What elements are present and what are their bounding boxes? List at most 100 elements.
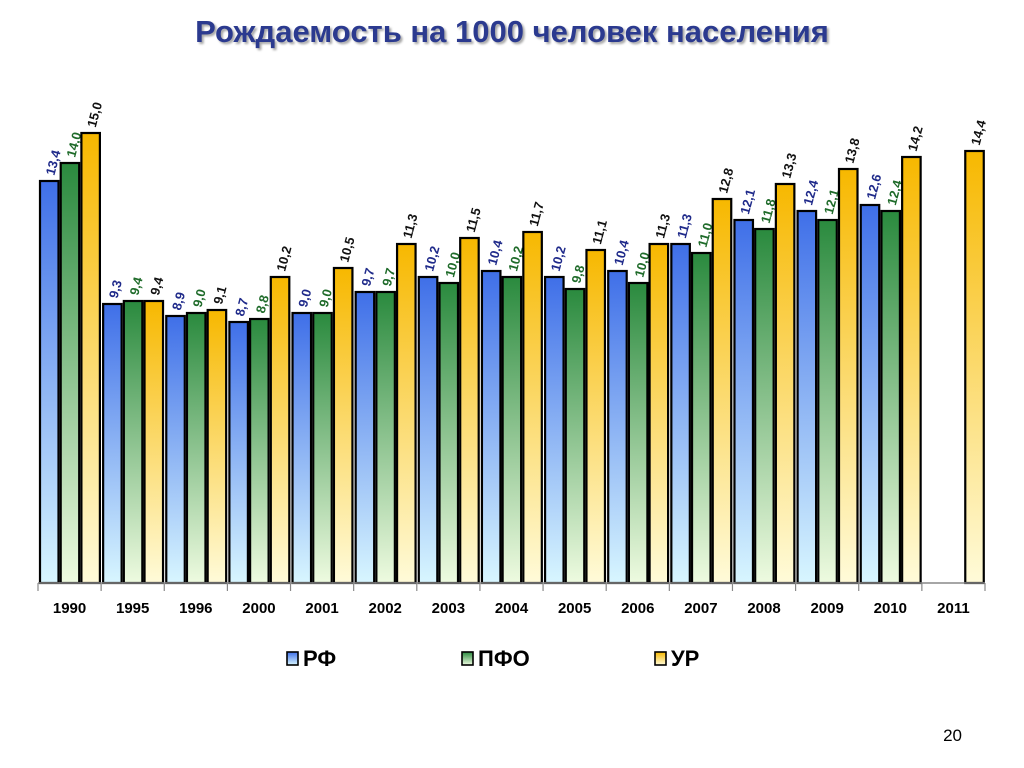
- x-tick-label-1996: 1996: [179, 600, 212, 617]
- legend: РФ ПФО УР: [286, 646, 699, 671]
- bar-ПФО-2001: [312, 311, 333, 585]
- data-label-УР-2003: 11,5: [463, 206, 484, 234]
- x-tick-label-2008: 2008: [747, 600, 780, 617]
- bar-ПФО-2004: [501, 275, 523, 585]
- x-tick-label-2009: 2009: [810, 600, 843, 617]
- data-label-ПФО-2005: 9,8: [568, 263, 587, 284]
- data-label-РФ-2006: 10,4: [611, 238, 632, 267]
- bar-УР-2003: [459, 236, 480, 585]
- data-label-ПФО-2000: 8,8: [253, 293, 272, 314]
- data-label-ПФО-2008: 11,8: [758, 197, 779, 225]
- bar-РФ-2003: [417, 275, 439, 585]
- data-label-РФ-1995: 9,3: [106, 278, 125, 299]
- data-label-ПФО-2003: 10,0: [442, 250, 463, 278]
- bar-УР-2007: [711, 197, 733, 585]
- data-label-ПФО-1990: 14,0: [63, 130, 84, 158]
- bar-ПФО-2010: [880, 209, 902, 585]
- bar-УР-2005: [585, 248, 607, 585]
- bar-РФ-2009: [796, 209, 818, 585]
- x-tick-label-1995: 1995: [116, 600, 149, 617]
- bar-РФ-2000: [228, 320, 249, 585]
- data-label-РФ-1990: 13,4: [43, 148, 64, 177]
- bar-ПФО-1995: [122, 299, 144, 585]
- data-label-УР-2011: 14,4: [968, 118, 989, 147]
- bar-УР-2011: [964, 149, 985, 585]
- data-label-УР-2000: 10,2: [273, 244, 294, 272]
- bar-ПФО-2002: [375, 290, 396, 585]
- data-label-РФ-2002: 9,7: [358, 266, 377, 287]
- data-label-УР-1996: 9,1: [210, 284, 229, 305]
- data-label-РФ-2009: 12,4: [800, 178, 821, 207]
- data-label-ПФО-2001: 9,0: [316, 287, 335, 308]
- bar-РФ-2007: [670, 242, 691, 585]
- data-label-УР-2007: 12,8: [715, 166, 736, 194]
- data-label-УР-2004: 11,7: [526, 200, 547, 228]
- bar-РФ-2006: [607, 269, 628, 585]
- data-label-УР-2009: 13,8: [842, 136, 863, 164]
- bar-РФ-2008: [733, 218, 755, 585]
- bar-УР-2006: [648, 242, 670, 585]
- x-tick-label-2011: 2011: [937, 600, 970, 617]
- bar-РФ-2002: [354, 290, 376, 585]
- legend-label-УР: УР: [671, 646, 699, 671]
- bar-ПФО-2000: [249, 317, 270, 585]
- x-tick-label-2010: 2010: [874, 600, 907, 617]
- x-tick-label-2002: 2002: [369, 600, 402, 617]
- data-label-УР-2010: 14,2: [905, 124, 926, 152]
- bar-РФ-1990: [38, 179, 60, 585]
- data-label-РФ-1996: 8,9: [169, 290, 188, 311]
- x-tick-label-2001: 2001: [305, 600, 338, 617]
- data-label-ПФО-2006: 10,0: [632, 250, 653, 278]
- data-label-РФ-2010: 12,6: [863, 172, 884, 200]
- bar-РФ-1995: [102, 302, 123, 585]
- data-label-РФ-2007: 11,3: [674, 212, 695, 240]
- plot-area: 13,414,015,09,3 9,4 9,48,9 9,0 9,18,7 8,810,2…: [38, 100, 989, 585]
- bar-ПФО-1996: [185, 311, 207, 585]
- bar-ПФО-2009: [817, 218, 838, 585]
- data-label-ПФО-2007: 11,0: [695, 221, 716, 249]
- x-axis: 1990 1995 1996 2000 2001 2002 2003 2004 2005 2006…: [37, 582, 986, 617]
- legend-swatch-РФ: [286, 651, 299, 666]
- legend-swatch-ПФО: [461, 651, 474, 666]
- data-label-УР-2002: 11,3: [400, 212, 421, 240]
- x-tick-label-2006: 2006: [621, 600, 654, 617]
- bar-УР-2008: [774, 182, 796, 585]
- x-tick-label-2005: 2005: [558, 600, 591, 617]
- bar-ПФО-2003: [438, 281, 460, 585]
- bar-РФ-2010: [859, 203, 881, 585]
- x-tick-label-2004: 2004: [495, 600, 529, 617]
- bar-УР-2001: [332, 266, 354, 585]
- data-label-ПФО-2010: 12,4: [884, 178, 905, 207]
- bar-УР-2009: [837, 167, 859, 585]
- legend-label-ПФО: ПФО: [478, 646, 530, 671]
- data-label-РФ-2005: 10,2: [548, 244, 569, 272]
- bar-ПФО-2007: [690, 251, 712, 585]
- bar-ПФО-1990: [59, 161, 81, 585]
- legend-label-РФ: РФ: [303, 646, 336, 671]
- bar-ПФО-2006: [627, 281, 649, 585]
- bar-УР-1996: [206, 308, 228, 585]
- data-label-ПФО-1995: 9,4: [126, 275, 145, 297]
- x-tick-label-2003: 2003: [432, 600, 465, 617]
- bar-РФ-2001: [291, 311, 313, 585]
- x-tick-label-2000: 2000: [242, 600, 275, 617]
- page-title: Рождаемость на 1000 человек населения: [195, 14, 829, 49]
- bar-УР-1990: [80, 131, 102, 585]
- data-label-УР-1990: 15,0: [84, 100, 105, 128]
- data-label-УР-2005: 11,1: [589, 218, 610, 246]
- x-tick-label-1990: 1990: [53, 600, 86, 617]
- x-tick-label-2007: 2007: [684, 600, 717, 617]
- data-label-УР-2006: 11,3: [652, 212, 673, 240]
- data-label-РФ-2000: 8,7: [232, 296, 251, 317]
- data-label-ПФО-2009: 12,1: [821, 187, 842, 215]
- bar-ПФО-2008: [754, 227, 775, 585]
- data-label-УР-2008: 13,3: [779, 151, 800, 179]
- bar-УР-2002: [395, 242, 417, 585]
- legend-swatch-УР: [654, 651, 667, 666]
- data-label-РФ-2004: 10,4: [485, 238, 506, 267]
- data-label-ПФО-2002: 9,7: [379, 266, 398, 287]
- data-label-РФ-2001: 9,0: [295, 287, 314, 308]
- slide-number: 20: [943, 726, 962, 745]
- bar-УР-2010: [901, 155, 922, 585]
